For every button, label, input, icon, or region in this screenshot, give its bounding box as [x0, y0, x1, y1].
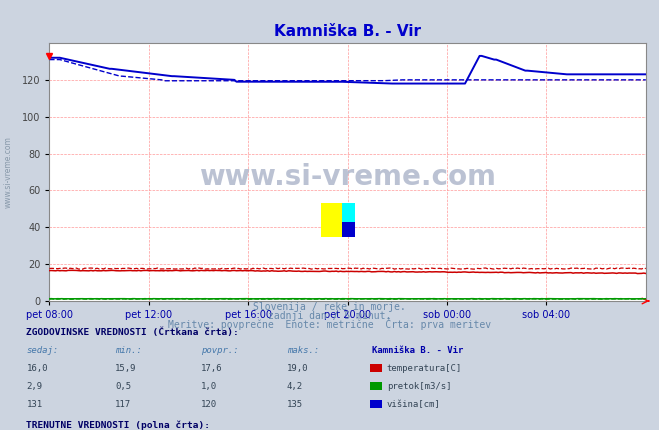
Text: pretok[m3/s]: pretok[m3/s] [387, 382, 451, 391]
Text: 17,6: 17,6 [201, 364, 223, 373]
Text: povpr.:: povpr.: [201, 346, 239, 355]
Text: 19,0: 19,0 [287, 364, 308, 373]
Text: 16,0: 16,0 [26, 364, 48, 373]
Text: višina[cm]: višina[cm] [387, 400, 441, 409]
Text: maks.:: maks.: [287, 346, 319, 355]
Text: 4,2: 4,2 [287, 382, 302, 391]
Text: 117: 117 [115, 400, 131, 409]
Text: Kamniška B. - Vir: Kamniška B. - Vir [372, 346, 464, 355]
Bar [341, 203, 355, 221]
Text: min.:: min.: [115, 346, 142, 355]
Text: 0,5: 0,5 [115, 382, 131, 391]
Text: Slovenija / reke in morje.: Slovenija / reke in morje. [253, 302, 406, 313]
Text: 135: 135 [287, 400, 302, 409]
Text: temperatura[C]: temperatura[C] [387, 364, 462, 373]
Text: www.si-vreme.com: www.si-vreme.com [3, 136, 13, 208]
Text: zadnji dan / 5 minut.: zadnji dan / 5 minut. [268, 311, 391, 321]
Text: ZGODOVINSKE VREDNOSTI (Črtkana črta):: ZGODOVINSKE VREDNOSTI (Črtkana črta): [26, 327, 239, 337]
Bar [341, 221, 355, 237]
Text: 120: 120 [201, 400, 217, 409]
Bar [321, 203, 341, 236]
Text: Meritve: povprečne  Enote: metrične  Črta: prva meritev: Meritve: povprečne Enote: metrične Črta:… [168, 318, 491, 330]
Text: www.si-vreme.com: www.si-vreme.com [199, 163, 496, 191]
Title: Kamniška B. - Vir: Kamniška B. - Vir [274, 24, 421, 39]
Text: sedaj:: sedaj: [26, 346, 59, 355]
Text: 2,9: 2,9 [26, 382, 42, 391]
Text: 131: 131 [26, 400, 42, 409]
Text: 15,9: 15,9 [115, 364, 137, 373]
Text: TRENUTNE VREDNOSTI (polna črta):: TRENUTNE VREDNOSTI (polna črta): [26, 421, 210, 430]
Text: 1,0: 1,0 [201, 382, 217, 391]
